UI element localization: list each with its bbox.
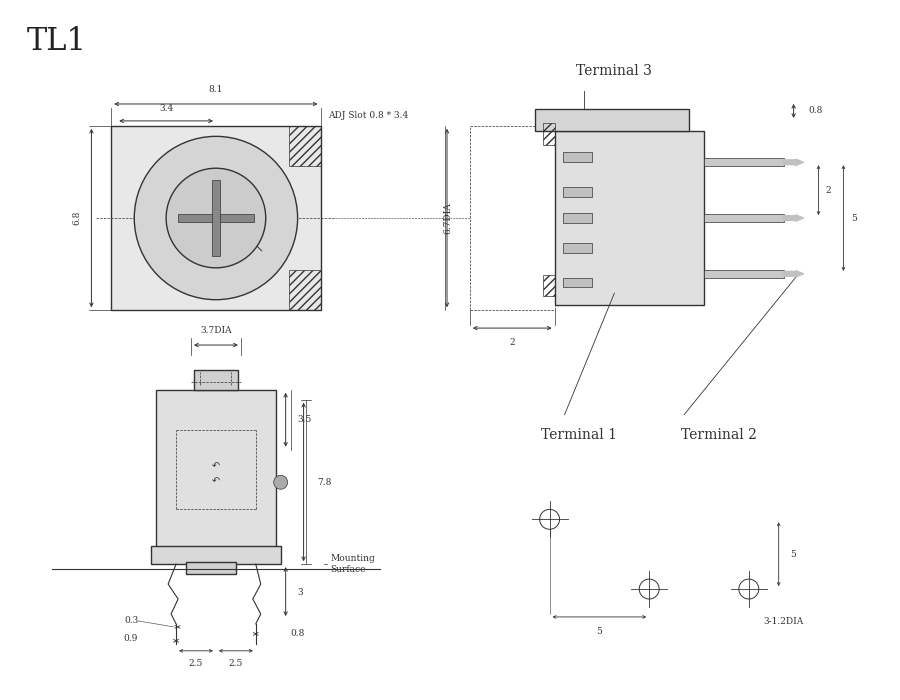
Bar (289, 126, 320, 166)
Bar (562, 277, 592, 288)
Text: 7.8: 7.8 (318, 478, 332, 487)
Text: 3-1.2DIA: 3-1.2DIA (764, 617, 804, 626)
Text: 0.8: 0.8 (808, 106, 823, 116)
Bar (212, 180, 220, 256)
Text: ADJ Slot 0.8 * 3.4: ADJ Slot 0.8 * 3.4 (328, 111, 409, 120)
FancyArrow shape (784, 271, 804, 277)
Bar (289, 270, 320, 310)
Text: Terminal 2: Terminal 2 (681, 428, 757, 442)
Text: 0.8: 0.8 (291, 629, 305, 638)
Bar (562, 213, 592, 223)
Text: 6.7DIA: 6.7DIA (443, 202, 452, 234)
Text: 5: 5 (851, 214, 858, 223)
Text: 3.7DIA: 3.7DIA (200, 326, 231, 335)
Bar (151, 546, 281, 564)
Text: 3.5: 3.5 (298, 415, 312, 424)
Text: Mounting
Surface: Mounting Surface (330, 554, 375, 574)
Circle shape (134, 136, 298, 300)
Bar (562, 243, 592, 253)
Text: 0.3: 0.3 (124, 617, 139, 625)
Circle shape (166, 168, 266, 268)
Text: 2: 2 (825, 186, 831, 195)
FancyArrow shape (784, 215, 804, 221)
Bar (562, 152, 592, 162)
Bar (704, 270, 784, 278)
Bar (194, 370, 238, 390)
Bar (543, 123, 554, 145)
Bar (186, 562, 236, 574)
Bar (554, 131, 704, 305)
Text: Terminal 3: Terminal 3 (576, 64, 652, 78)
Text: $\curvearrowleft$: $\curvearrowleft$ (210, 475, 221, 484)
Text: 0.9: 0.9 (124, 634, 139, 643)
Bar (704, 214, 784, 222)
Circle shape (274, 475, 288, 489)
Text: $\curvearrowleft$: $\curvearrowleft$ (210, 459, 221, 470)
FancyArrow shape (784, 159, 804, 165)
Text: 2.5: 2.5 (229, 659, 243, 668)
Bar (112, 126, 320, 310)
Text: 2: 2 (508, 338, 515, 347)
Text: Terminal 1: Terminal 1 (542, 428, 617, 442)
Text: 2.5: 2.5 (189, 659, 203, 668)
Text: 3.4: 3.4 (159, 104, 174, 113)
Bar (535, 109, 689, 131)
Text: 5: 5 (597, 627, 602, 636)
Text: 6.8: 6.8 (72, 211, 81, 225)
Text: 5: 5 (790, 550, 796, 559)
Text: 8.1: 8.1 (209, 85, 223, 94)
Bar (543, 274, 554, 297)
Bar (157, 390, 275, 550)
Text: TL1: TL1 (27, 26, 86, 57)
Bar (704, 158, 784, 166)
Text: 3: 3 (298, 587, 303, 596)
Bar (562, 187, 592, 197)
Bar (178, 214, 254, 222)
